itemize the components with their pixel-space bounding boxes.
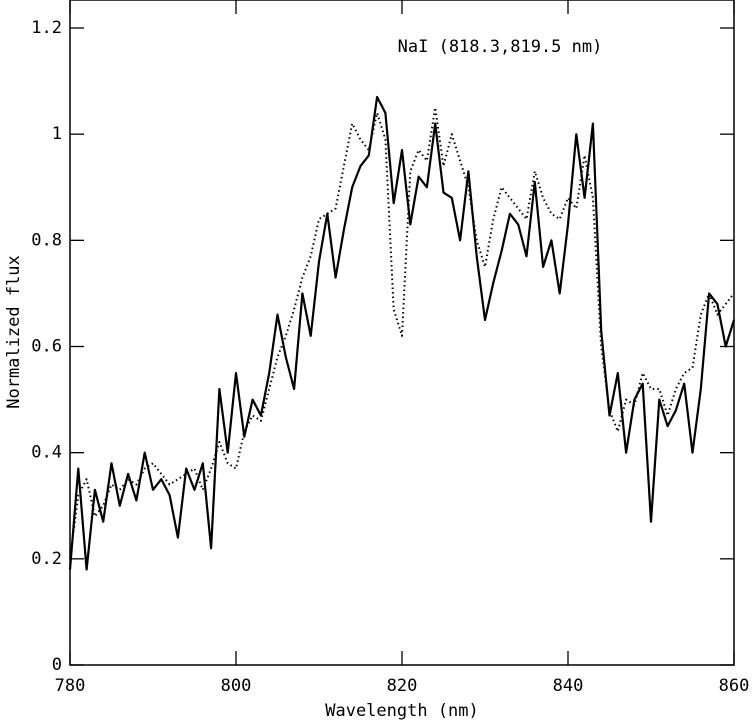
y-tick-label: 0.4 (31, 443, 62, 463)
y-tick-label: 1 (52, 124, 62, 144)
y-tick-label: 0.8 (31, 230, 62, 250)
y-tick-label: 0.2 (31, 549, 62, 569)
y-tick-label: 0 (52, 655, 62, 675)
x-tick-label: 800 (221, 676, 252, 696)
x-axis-label: Wavelength (nm) (325, 701, 479, 721)
x-tick-label: 820 (387, 676, 418, 696)
x-tick-label: 840 (553, 676, 584, 696)
annotation: NaI (818.3,819.5 nm) (398, 37, 603, 57)
spectrum-line (68, 95, 736, 571)
y-tick-label: 1.2 (31, 18, 62, 38)
plot-frame (69, 0, 735, 666)
y-axis-label: Normalized flux (4, 255, 24, 409)
spectrum-line (69, 106, 735, 559)
y-tick-label: 0.6 (31, 337, 62, 357)
x-tick-label: 780 (55, 676, 86, 696)
x-tick-label: 860 (719, 676, 750, 696)
